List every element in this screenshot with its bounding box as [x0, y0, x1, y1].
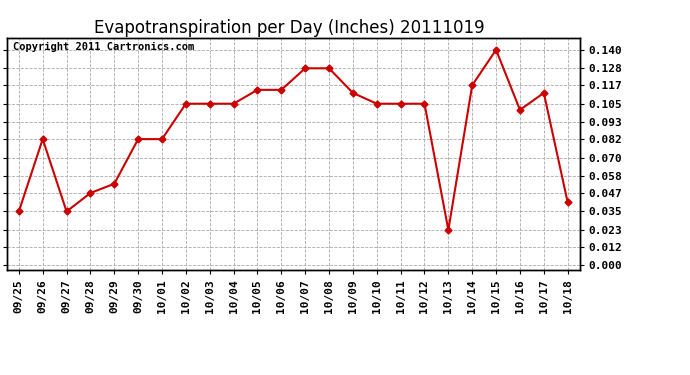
Text: Evapotranspiration per Day (Inches) 20111019: Evapotranspiration per Day (Inches) 2011…	[95, 19, 485, 37]
Text: Copyright 2011 Cartronics.com: Copyright 2011 Cartronics.com	[12, 42, 194, 52]
